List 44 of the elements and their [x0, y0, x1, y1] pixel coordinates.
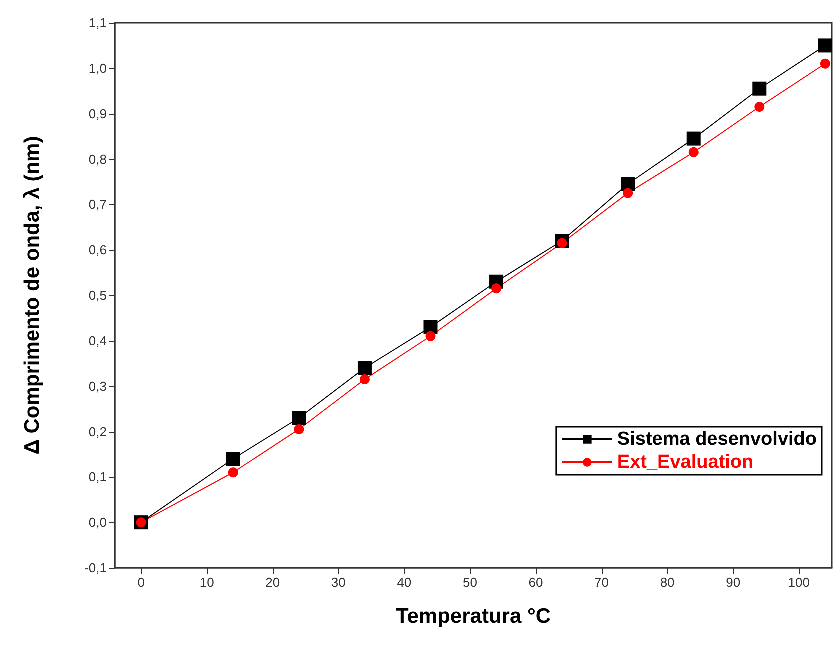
x-tick-label: 100 — [788, 575, 810, 590]
y-tick-label: 0,4 — [88, 333, 107, 348]
x-tick-label: 50 — [462, 575, 478, 590]
y-tick-label: 0,7 — [88, 197, 107, 212]
x-tick-label: 40 — [397, 575, 412, 590]
x-tick-label: 20 — [266, 575, 280, 590]
y-tick-label: 0,0 — [88, 515, 107, 530]
point — [226, 452, 240, 466]
y-tick-label: 1,1 — [88, 16, 107, 30]
point — [294, 424, 304, 434]
x-tick-label: 0 — [138, 575, 145, 590]
legend-label: Ext_Evaluation — [617, 452, 754, 473]
y-axis-title: Δ Comprimento de onda, λ (nm) — [21, 136, 44, 455]
y-tick-label: 0,2 — [88, 424, 107, 440]
x-axis-title: Temperatura °C — [396, 605, 552, 628]
point — [820, 58, 830, 69]
x-tick-label: 60 — [528, 575, 544, 590]
point — [686, 132, 701, 146]
y-tick-label: 0,5 — [88, 288, 107, 303]
point — [426, 331, 436, 342]
x-tick-label: 30 — [331, 575, 346, 590]
legend-label: Sistema desenvolvido — [617, 429, 818, 450]
point — [360, 374, 370, 385]
point — [752, 82, 767, 96]
y-tick-label: 0,8 — [88, 152, 107, 167]
y-tick-label: -0,1 — [84, 560, 107, 576]
x-tick-label: 90 — [726, 575, 741, 590]
point — [228, 468, 238, 478]
point — [688, 147, 699, 158]
y-tick-label: 1,0 — [88, 60, 107, 76]
point — [754, 102, 765, 112]
point — [623, 188, 634, 198]
y-tick-label: 0,9 — [88, 106, 107, 122]
x-tick-label: 10 — [200, 575, 214, 590]
y-tick-label: 0,3 — [88, 378, 107, 394]
point — [292, 411, 306, 426]
x-tick-label: 70 — [594, 575, 610, 590]
x-tick-label: 80 — [660, 575, 675, 590]
y-tick-label: 0,1 — [88, 470, 107, 485]
point — [358, 361, 372, 376]
point — [621, 177, 636, 192]
y-tick-label: 0,6 — [88, 242, 107, 258]
point — [492, 284, 502, 294]
point — [818, 38, 832, 53]
